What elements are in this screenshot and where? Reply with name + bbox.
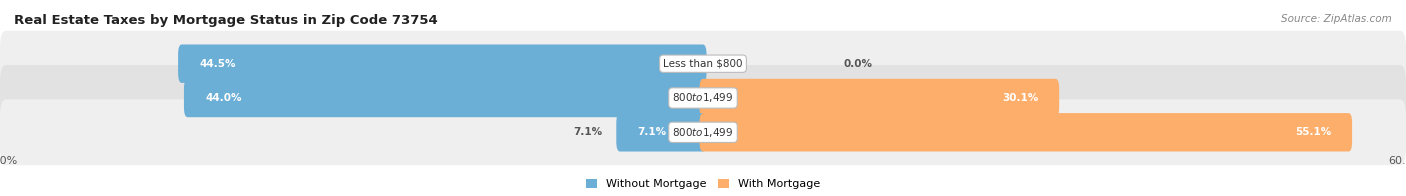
Text: $800 to $1,499: $800 to $1,499 <box>672 126 734 139</box>
Text: Source: ZipAtlas.com: Source: ZipAtlas.com <box>1281 14 1392 24</box>
Text: 7.1%: 7.1% <box>574 127 602 137</box>
Legend: Without Mortgage, With Mortgage: Without Mortgage, With Mortgage <box>586 179 820 189</box>
FancyBboxPatch shape <box>700 79 1059 117</box>
FancyBboxPatch shape <box>184 79 707 117</box>
Text: Less than $800: Less than $800 <box>664 59 742 69</box>
FancyBboxPatch shape <box>0 99 1406 165</box>
Text: 30.1%: 30.1% <box>1002 93 1038 103</box>
FancyBboxPatch shape <box>179 44 707 83</box>
Text: 7.1%: 7.1% <box>637 127 666 137</box>
FancyBboxPatch shape <box>0 31 1406 97</box>
Text: Real Estate Taxes by Mortgage Status in Zip Code 73754: Real Estate Taxes by Mortgage Status in … <box>14 14 437 27</box>
FancyBboxPatch shape <box>616 113 707 152</box>
Text: 0.0%: 0.0% <box>844 59 873 69</box>
FancyBboxPatch shape <box>700 113 1353 152</box>
FancyBboxPatch shape <box>0 65 1406 131</box>
Text: 55.1%: 55.1% <box>1295 127 1331 137</box>
Text: $800 to $1,499: $800 to $1,499 <box>672 92 734 104</box>
Text: 44.0%: 44.0% <box>205 93 242 103</box>
Text: 44.5%: 44.5% <box>200 59 236 69</box>
